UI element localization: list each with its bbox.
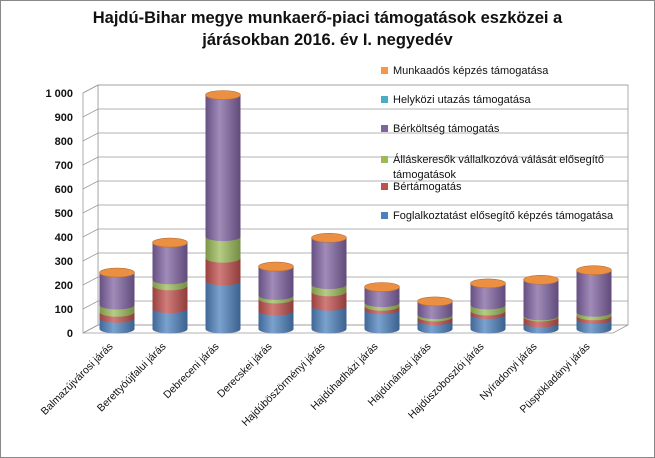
bar-top-cap: [258, 261, 294, 272]
y-tick-label: 300: [55, 256, 73, 268]
bar-segment: [258, 299, 294, 316]
chart-title: Hajdú-Bihar megye munkaerő-piaci támogat…: [1, 7, 654, 51]
gridlines: [82, 84, 628, 334]
bar-top-cap: [364, 282, 400, 292]
gridline: [82, 156, 628, 166]
bar-top-cap: [311, 233, 347, 243]
bar-segment: [311, 237, 347, 290]
gridline: [82, 132, 628, 142]
gridline: [82, 228, 628, 238]
bar-segment: [417, 301, 453, 320]
bar-segment: [258, 266, 294, 300]
bar-segment: [152, 242, 188, 285]
y-tick-label: 1 000: [45, 88, 73, 100]
bar-segment: [205, 95, 241, 242]
y-axis-ticks: 0 100 200 300 400 500 600 700 800 900 1 000: [45, 88, 73, 340]
legend-label: Munkaadós képzés támogatása: [393, 65, 549, 77]
y-tick-label: 700: [55, 160, 73, 172]
legend-label: Bérköltség támogatás: [393, 123, 500, 135]
chart-title-line-2: járásokban 2016. év I. negyedév: [202, 31, 453, 49]
bar-segment: [523, 279, 559, 321]
legend-label: Álláskeresők vállalkozóvá válását előseg…: [393, 153, 604, 181]
legend-label: Helyközi utazás támogatása: [393, 94, 531, 106]
gridline: [82, 252, 628, 262]
legend-swatch: [381, 67, 388, 74]
legend: Munkaadós képzés támogatása Helyközi utaz…: [381, 65, 614, 222]
legend-label-line: támogatások: [393, 169, 456, 181]
bar-top-cap: [417, 296, 453, 307]
legend-label: Foglalkoztatást elősegítő képzés támogat…: [393, 210, 614, 222]
y-tick-label: 500: [55, 208, 73, 220]
gridline: [82, 84, 628, 94]
bar-segment: [152, 308, 188, 334]
y-tick-label: 200: [55, 280, 73, 292]
legend-swatch: [381, 212, 388, 219]
chart-title-line-1: Hajdú-Bihar megye munkaerő-piaci támogat…: [92, 9, 563, 27]
gridline: [82, 180, 628, 190]
y-tick-label: 900: [55, 112, 73, 124]
x-tick-label: Derecskei járás: [215, 341, 275, 401]
x-tick-label: Debreceni járás: [161, 341, 221, 401]
bar-segment: [470, 283, 506, 310]
bar-top-cap: [152, 237, 188, 248]
bar-segment: [311, 306, 347, 334]
bar-segment: [152, 285, 188, 314]
y-tick-label: 800: [55, 136, 73, 148]
legend-swatch: [381, 183, 388, 190]
y-tick-label: 400: [55, 232, 73, 244]
bar-segment: [205, 258, 241, 286]
bar-segment: [205, 236, 241, 263]
y-tick-label: 600: [55, 184, 73, 196]
bar-segment: [311, 291, 347, 311]
legend-label-line: Álláskeresők vállalkozóvá válását előseg…: [393, 153, 604, 166]
legend-swatch: [381, 156, 388, 163]
bar-top-cap: [99, 267, 135, 278]
bar-top-cap: [576, 265, 612, 276]
y-tick-label: 0: [67, 328, 73, 340]
bar-segment: [99, 272, 135, 310]
bar-segment: [258, 311, 294, 334]
bar-top-cap: [470, 278, 506, 289]
bar-segment: [205, 281, 241, 334]
gridline: [82, 204, 628, 214]
gridline: [82, 108, 628, 118]
gridline: [82, 276, 628, 286]
legend-label: Bértámogatás: [393, 181, 462, 193]
y-tick-label: 100: [55, 304, 73, 316]
bar-segment: [364, 287, 400, 308]
bar-segment: [576, 270, 612, 317]
bar-segment: [470, 314, 506, 334]
bars: [99, 90, 612, 334]
bar-top-cap: [523, 274, 559, 285]
bar-top-cap: [205, 90, 241, 100]
legend-swatch: [381, 125, 388, 132]
legend-swatch: [381, 96, 388, 103]
bar-segment: [364, 309, 400, 334]
